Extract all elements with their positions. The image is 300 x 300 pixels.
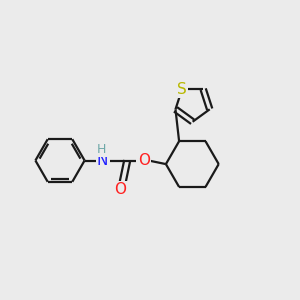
Text: S: S (177, 82, 187, 97)
Text: O: O (138, 153, 150, 168)
Text: O: O (114, 182, 126, 197)
Text: H: H (97, 142, 106, 156)
Text: N: N (97, 153, 108, 168)
